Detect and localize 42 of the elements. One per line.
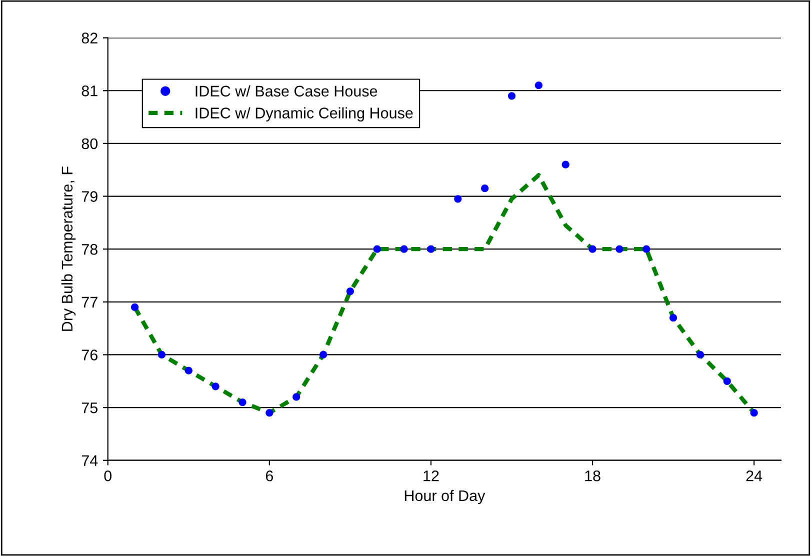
point [588,245,596,253]
point [212,382,220,390]
point [562,160,570,168]
point [534,82,542,90]
y-axis-title: Dry Bulb Temperature, F [61,166,76,331]
y-tick-label: 82 [82,32,98,44]
point [400,245,408,253]
point [184,366,192,374]
x-tick-label: 0 [104,470,112,482]
point [130,303,139,311]
point [319,350,328,359]
point [696,350,704,359]
point [723,377,731,385]
point [454,195,462,203]
x-tick-label: 18 [585,470,600,482]
point [158,350,166,359]
legend-label: IDEC w/ Base Case House [196,85,378,97]
y-tick-label: 79 [82,191,98,202]
y-tick-label: 74 [82,455,98,466]
y-tick-label: 81 [82,85,98,96]
legend-label: IDEC w/ Dynamic Ceiling House [196,107,413,122]
y-tick-label: 77 [82,296,98,308]
point [750,409,758,417]
point [642,245,650,253]
point [346,288,354,296]
x-axis-title: Hour of Day [404,490,486,504]
point [266,409,274,417]
x-tick-label: 24 [746,470,762,482]
y-tick-label: 75 [82,402,98,414]
point [669,314,678,322]
x-tick-label: 6 [266,470,273,482]
point [481,184,489,192]
y-tick-label: 76 [82,350,98,360]
point [238,398,246,406]
point [616,245,624,253]
y-tick-label: 80 [82,138,98,150]
point [292,393,300,401]
point [427,245,435,253]
x-tick-label: 12 [424,470,439,482]
point [508,92,516,100]
y-tick-label: 78 [82,244,98,255]
point [373,245,381,253]
